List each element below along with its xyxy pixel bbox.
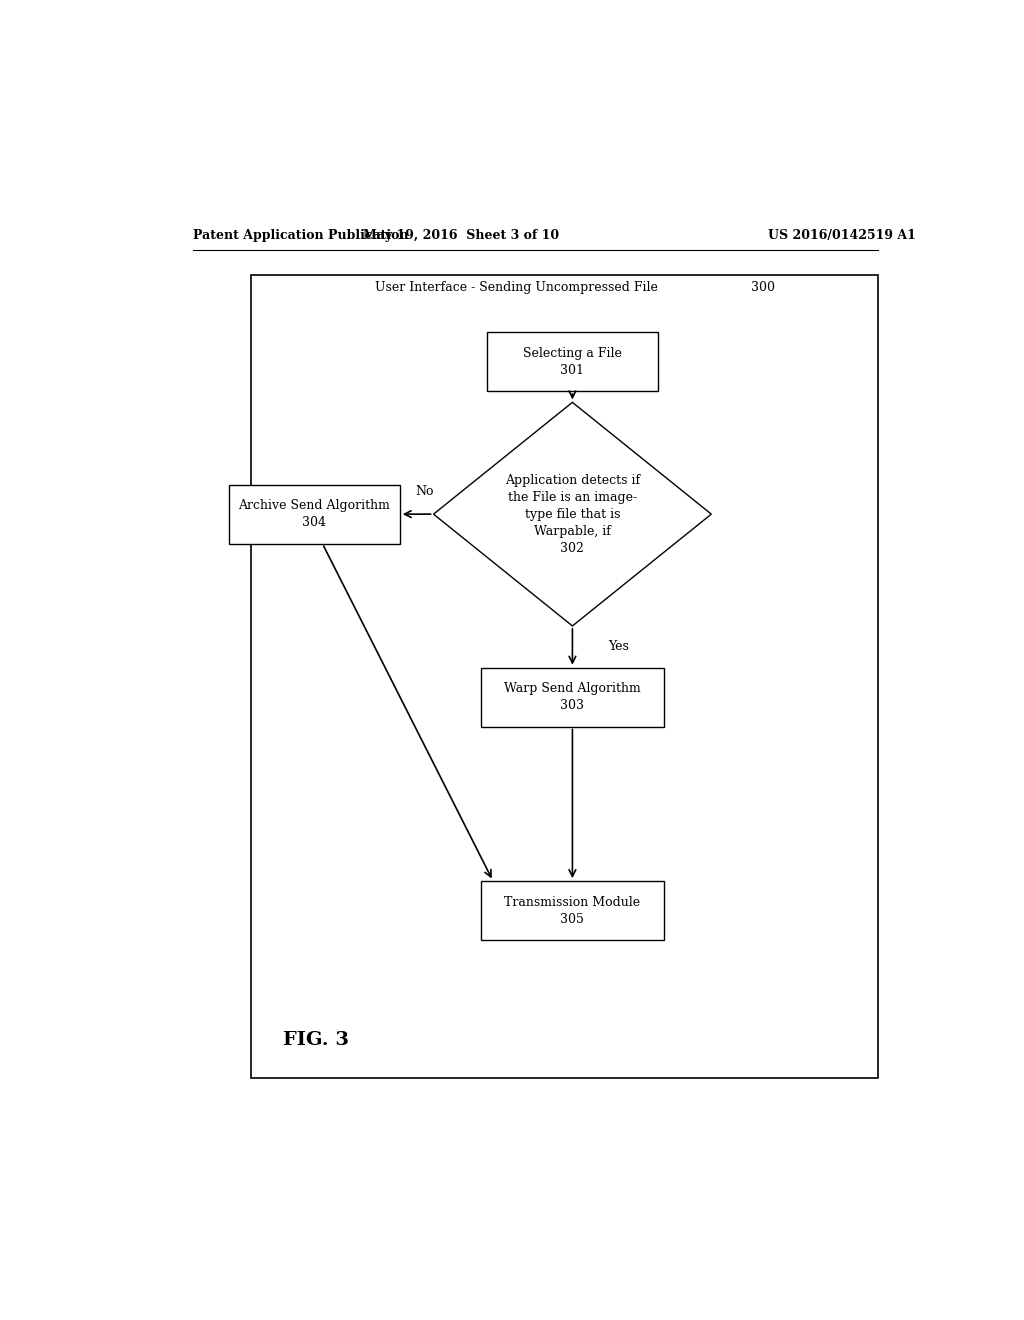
Text: Selecting a File
301: Selecting a File 301 (523, 347, 622, 376)
Bar (487, 333, 657, 391)
Text: US 2016/0142519 A1: US 2016/0142519 A1 (768, 230, 916, 242)
Text: Transmission Module
305: Transmission Module 305 (505, 895, 640, 925)
Bar (251, 276, 878, 1078)
Bar (481, 880, 664, 940)
Bar (481, 668, 664, 726)
Text: May 19, 2016  Sheet 3 of 10: May 19, 2016 Sheet 3 of 10 (364, 230, 559, 242)
Text: FIG. 3: FIG. 3 (283, 1031, 349, 1048)
Text: Warp Send Algorithm
303: Warp Send Algorithm 303 (504, 682, 641, 711)
Text: Application detects if
the File is an image-
type file that is
Warpable, if
302: Application detects if the File is an im… (505, 474, 640, 554)
Text: Patent Application Publication: Patent Application Publication (194, 230, 409, 242)
Text: 300: 300 (751, 281, 775, 294)
Bar (229, 484, 399, 544)
Text: Archive Send Algorithm
304: Archive Send Algorithm 304 (239, 499, 390, 529)
Text: User Interface - Sending Uncompressed File: User Interface - Sending Uncompressed Fi… (376, 281, 658, 294)
Text: No: No (416, 486, 434, 498)
Polygon shape (433, 403, 712, 626)
Text: Yes: Yes (608, 640, 629, 653)
